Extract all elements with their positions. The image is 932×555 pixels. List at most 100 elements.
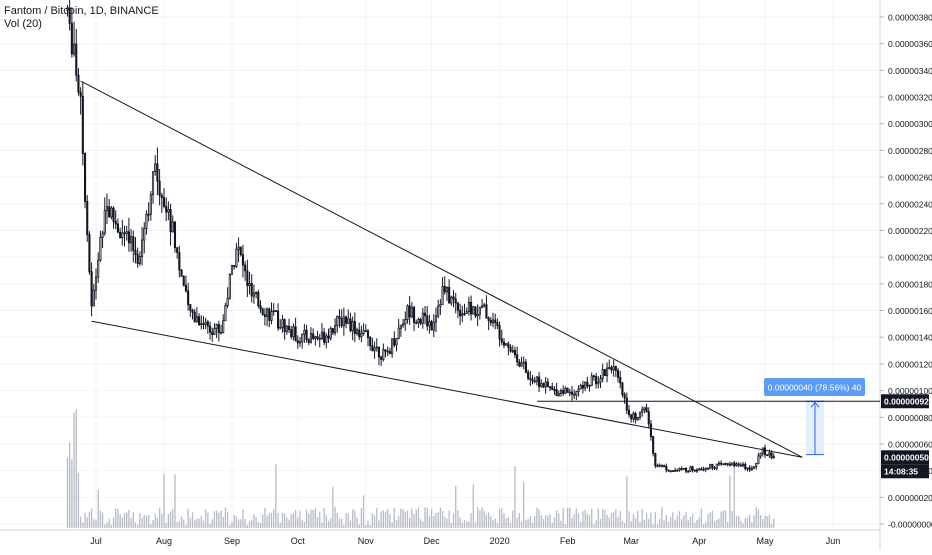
candles <box>66 0 775 474</box>
candle <box>116 218 119 234</box>
volume-bar <box>215 510 218 528</box>
volume-bar <box>235 516 238 528</box>
candle-body-down <box>621 382 624 395</box>
candle-body-down <box>415 322 418 324</box>
candle-body-down <box>766 454 769 457</box>
volume-bar <box>580 522 582 528</box>
candle <box>430 319 433 331</box>
volume-bar <box>709 512 711 528</box>
volume-bar <box>698 517 700 528</box>
candle-body-up <box>476 313 479 317</box>
candle-body-down <box>500 338 503 343</box>
volume-bar <box>86 517 88 528</box>
volume-bar <box>126 512 128 528</box>
candle-body-down <box>132 236 135 251</box>
candle-body-down <box>573 393 576 396</box>
volume-bar <box>119 514 121 528</box>
candle <box>298 337 302 347</box>
candle-body-down <box>474 306 477 317</box>
candle-body-up <box>329 328 332 339</box>
candle <box>533 377 536 384</box>
volume-bar <box>446 518 448 528</box>
candle-body-down <box>527 371 530 379</box>
candle <box>465 307 468 315</box>
candle <box>303 323 306 344</box>
candle-body-up <box>461 313 464 317</box>
candle-body-down <box>634 413 637 421</box>
volume-bar <box>562 508 564 528</box>
volume-bar <box>448 510 450 528</box>
volume-bar <box>485 514 488 528</box>
candle <box>318 333 321 348</box>
candle <box>439 299 442 315</box>
volume-bar <box>722 510 724 528</box>
candle <box>246 259 249 298</box>
candle <box>634 411 637 424</box>
volume-bar <box>731 511 733 528</box>
candle-body-down <box>123 232 126 235</box>
candle <box>722 463 725 466</box>
candle <box>360 325 363 343</box>
volume-bar <box>205 509 207 528</box>
volume-bar <box>523 482 525 528</box>
candle <box>656 463 659 468</box>
volume-bar <box>424 507 426 528</box>
candle-body-down <box>147 213 150 216</box>
candle <box>283 318 286 340</box>
volume-bar <box>99 510 102 528</box>
candle-body-down <box>388 351 391 355</box>
time-axis-label: Feb <box>560 536 576 546</box>
candle <box>535 376 538 386</box>
volume-bar <box>577 513 580 528</box>
candle <box>66 4 69 17</box>
candle-body-down <box>529 377 532 380</box>
candle <box>717 461 720 467</box>
candle-body-up <box>230 265 234 275</box>
candle <box>259 300 262 313</box>
candle-body-up <box>143 227 146 241</box>
candle-body-down <box>448 286 451 304</box>
candle-body-up <box>643 407 646 411</box>
candle-body-down <box>570 391 574 395</box>
candle-body-down <box>134 250 137 255</box>
volume-bar <box>321 522 323 528</box>
candle <box>362 323 365 336</box>
candle-body-up <box>704 467 707 470</box>
volume-bar <box>654 512 656 528</box>
volume-bar <box>305 509 308 528</box>
volume-bar <box>740 520 742 528</box>
candle <box>627 404 631 418</box>
price-axis-label: 0.00000380 <box>888 13 932 23</box>
volume-bar <box>380 511 382 528</box>
volume-bar <box>187 508 189 528</box>
candle-body-up <box>432 321 435 331</box>
candle-body-down <box>290 329 293 338</box>
volume-bar <box>360 508 363 528</box>
volume-bar <box>351 509 354 528</box>
volume-bar <box>422 521 424 528</box>
candle <box>489 316 492 326</box>
candle-body-down <box>182 275 185 286</box>
volume-bar <box>69 442 71 528</box>
candle-body-down <box>244 264 247 272</box>
measure-tool: 0.00000040 (78.56%) 40 <box>764 378 865 456</box>
time-axis: Jul Aug Sep Oct Nov Dec 2020 Feb Mar Apr May Jun <box>90 536 840 546</box>
price-axis-label: 0.00000020 <box>888 493 932 503</box>
candle <box>68 0 71 31</box>
price-badges: 0.00000092 0.00000050 14:08:35 <box>881 394 929 479</box>
volume-bar <box>226 511 229 528</box>
price-axis-label: 0.00000180 <box>888 279 932 289</box>
candle <box>344 315 348 329</box>
volume-bar <box>773 518 775 528</box>
candle <box>241 244 245 278</box>
volume-bar <box>733 464 735 528</box>
volume-bar <box>393 508 395 528</box>
volume-bar <box>345 513 347 528</box>
volume-bar <box>191 512 194 528</box>
volume-bar <box>529 515 531 528</box>
candle-body-down <box>162 197 166 207</box>
candle <box>592 374 595 381</box>
candle-body-up <box>138 256 141 264</box>
